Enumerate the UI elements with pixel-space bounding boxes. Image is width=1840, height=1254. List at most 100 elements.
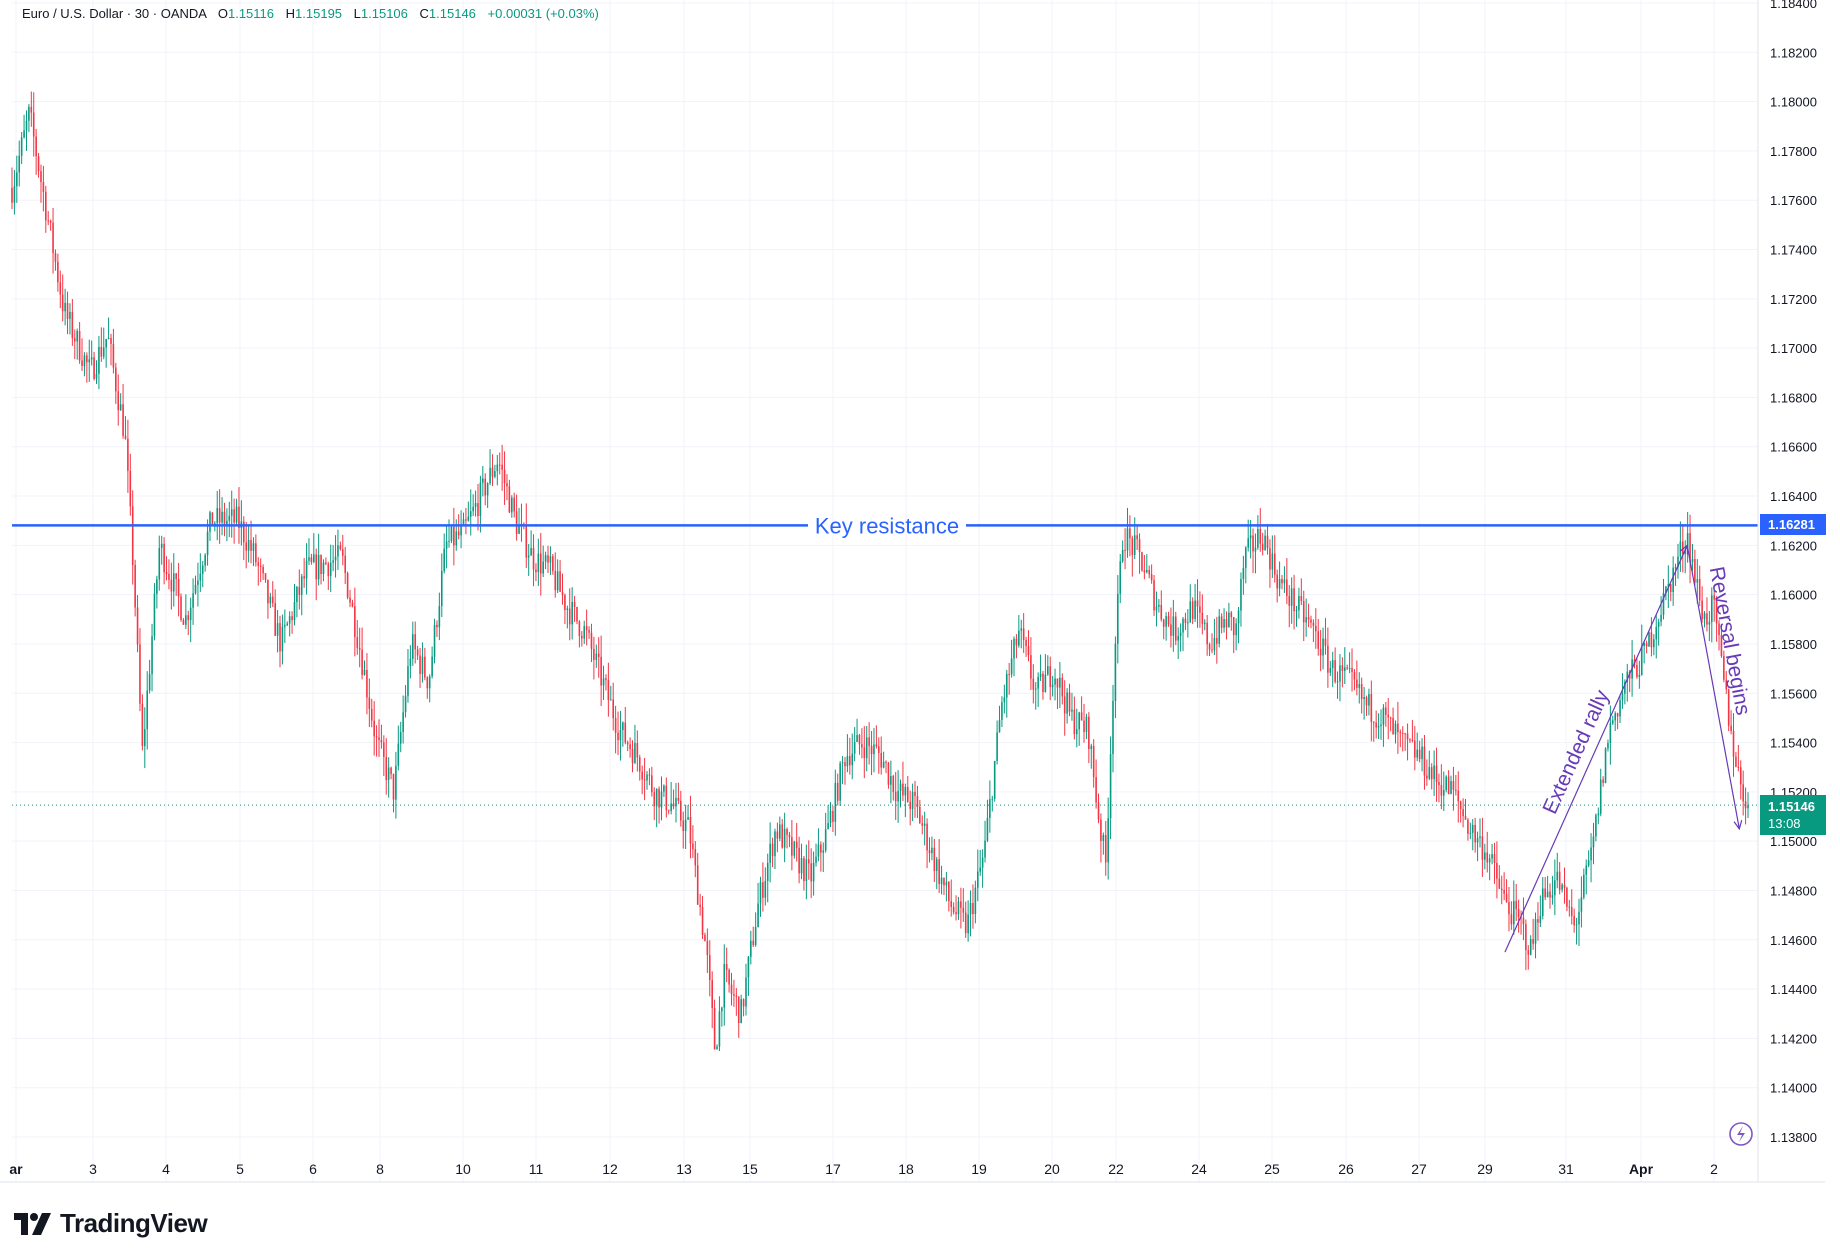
- candle-body: [1484, 852, 1486, 860]
- candle-body: [979, 867, 982, 872]
- candle-body: [976, 871, 979, 888]
- candle-body: [165, 572, 168, 574]
- time-axis[interactable]: ar 3 4 5 6 8 10 11 12 13 15 17 18 19 20 22 24 25 26 27 29 31 A…: [9, 1161, 1718, 1177]
- candle-body: [1566, 887, 1568, 907]
- candle-body: [1686, 533, 1689, 550]
- candle-body: [1228, 612, 1230, 628]
- candle-body: [634, 743, 636, 764]
- candle-body: [508, 486, 511, 513]
- candle-body: [1266, 535, 1269, 549]
- candle-body: [653, 792, 656, 807]
- candle-body: [199, 573, 202, 581]
- candle-body: [733, 994, 735, 996]
- candle-body: [1365, 697, 1368, 706]
- candle-body: [1433, 765, 1435, 780]
- candle-body: [105, 338, 107, 348]
- candle-body: [914, 791, 916, 797]
- candle-body: [1203, 622, 1206, 624]
- candle-body: [655, 788, 658, 807]
- price-tick-label: 1.17000: [1770, 341, 1817, 356]
- candle-body: [1141, 552, 1143, 571]
- candle-body: [682, 820, 685, 831]
- candle-body: [1179, 632, 1182, 637]
- candle-body: [474, 503, 477, 507]
- candle-body: [684, 819, 687, 831]
- candle-body: [530, 547, 532, 556]
- candle-body: [798, 847, 800, 874]
- rally-label: Extended rally: [1538, 686, 1614, 817]
- resistance-label: Key resistance: [815, 513, 959, 538]
- open-value: 1.15116: [227, 6, 275, 21]
- candle-body: [1474, 824, 1476, 843]
- candle-body: [117, 391, 120, 411]
- tradingview-logo[interactable]: TradingView: [14, 1208, 208, 1239]
- candle-body: [1090, 745, 1093, 750]
- candle-body: [387, 767, 390, 781]
- candle-body: [238, 506, 240, 529]
- candle-body: [556, 571, 559, 591]
- candle-body: [1380, 724, 1382, 727]
- candle-body: [327, 563, 330, 576]
- candle-body: [1616, 713, 1619, 717]
- candle-body: [1259, 529, 1262, 544]
- candle-body: [723, 964, 726, 1008]
- candle-body: [392, 774, 395, 800]
- candle-body: [1254, 547, 1257, 552]
- candle-body: [399, 732, 402, 744]
- candle-body: [380, 740, 383, 743]
- price-axis[interactable]: 1.18400 1.18200 1.18000 1.17800 1.17600 1.174…: [1770, 0, 1817, 1145]
- candle-body: [1718, 623, 1720, 636]
- candle-body: [899, 783, 902, 792]
- candle-body: [421, 656, 424, 674]
- candle-body: [1527, 950, 1530, 955]
- candle-body: [1114, 643, 1117, 701]
- candle-body: [759, 882, 762, 904]
- candle-body: [1583, 874, 1585, 898]
- candle-body: [1455, 789, 1457, 791]
- candle-body: [1575, 924, 1578, 926]
- candle-body: [284, 625, 286, 627]
- candle-body: [1438, 782, 1440, 786]
- candle-body: [774, 831, 776, 857]
- candle-body: [1430, 767, 1433, 780]
- open-label: O: [217, 6, 228, 21]
- time-tick-label: 24: [1191, 1161, 1207, 1177]
- candle-body: [209, 512, 211, 532]
- candle-body: [1587, 860, 1590, 866]
- candle-body: [139, 644, 141, 704]
- price-tick-label: 1.16600: [1770, 440, 1817, 455]
- candle-body: [788, 834, 791, 838]
- candle-body: [351, 602, 354, 607]
- candle-body: [957, 901, 960, 915]
- candle-body: [1399, 732, 1402, 734]
- candle-body: [465, 519, 467, 521]
- candle-body: [233, 509, 235, 523]
- candle-body: [1124, 549, 1126, 551]
- candle-body: [428, 676, 431, 689]
- candle-body: [194, 584, 197, 594]
- candle-body: [791, 837, 793, 856]
- candle-body: [288, 616, 291, 624]
- candle-body: [414, 634, 417, 650]
- candle-body: [98, 346, 100, 374]
- candle-body: [1493, 854, 1496, 863]
- candle-body: [952, 906, 955, 913]
- candle-body: [163, 543, 165, 573]
- candle-body: [187, 615, 190, 621]
- candle-body: [1611, 720, 1614, 724]
- candle-body: [426, 677, 429, 689]
- candle-body: [467, 516, 470, 521]
- candle-body: [1034, 688, 1037, 690]
- candle-body: [1092, 745, 1095, 778]
- candle-body: [83, 355, 86, 367]
- replay-icon[interactable]: [1729, 1122, 1753, 1146]
- candle-body: [255, 543, 257, 563]
- candle-body: [1022, 628, 1025, 640]
- candle-body: [1590, 847, 1592, 861]
- candle-body: [279, 623, 281, 652]
- candle-body: [32, 112, 35, 137]
- candle-body: [1199, 606, 1201, 613]
- candle-body: [1532, 939, 1534, 944]
- candle-body: [518, 524, 520, 534]
